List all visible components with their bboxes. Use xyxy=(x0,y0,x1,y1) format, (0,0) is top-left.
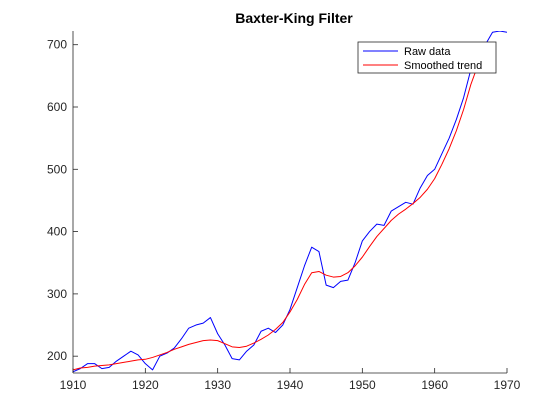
legend-box xyxy=(357,41,497,74)
series-line-smoothed-trend xyxy=(73,44,493,371)
x-tick-label: 1960 xyxy=(421,378,448,392)
y-tick-label: 700 xyxy=(47,38,67,52)
axes-layer: 1910 1920 1930 1940 1950 1960 1970 200 300 400 500… xyxy=(47,31,521,392)
series-layer xyxy=(73,31,507,373)
x-tick-label: 1940 xyxy=(277,378,304,392)
y-tick-label: 400 xyxy=(47,225,67,239)
x-tick-label: 1930 xyxy=(204,378,231,392)
y-tick-label: 200 xyxy=(47,349,67,363)
x-tick-label: 1920 xyxy=(132,378,159,392)
legend-label-smoothed: Smoothed trend xyxy=(404,60,482,72)
chart-title: Baxter-King Filter xyxy=(235,10,353,26)
x-tick-label: 1950 xyxy=(349,378,376,392)
y-tick-label: 600 xyxy=(47,100,67,114)
legend: Raw data Smoothed trend xyxy=(357,41,497,74)
legend-label-raw: Raw data xyxy=(404,46,451,58)
y-tick-label: 500 xyxy=(47,162,67,176)
y-tick-label: 300 xyxy=(47,287,67,301)
x-tick-label: 1970 xyxy=(494,378,521,392)
x-tick-label: 1910 xyxy=(60,378,87,392)
plot-area: 1910 1920 1930 1940 1950 1960 1970 200 300 400 500… xyxy=(47,31,521,392)
